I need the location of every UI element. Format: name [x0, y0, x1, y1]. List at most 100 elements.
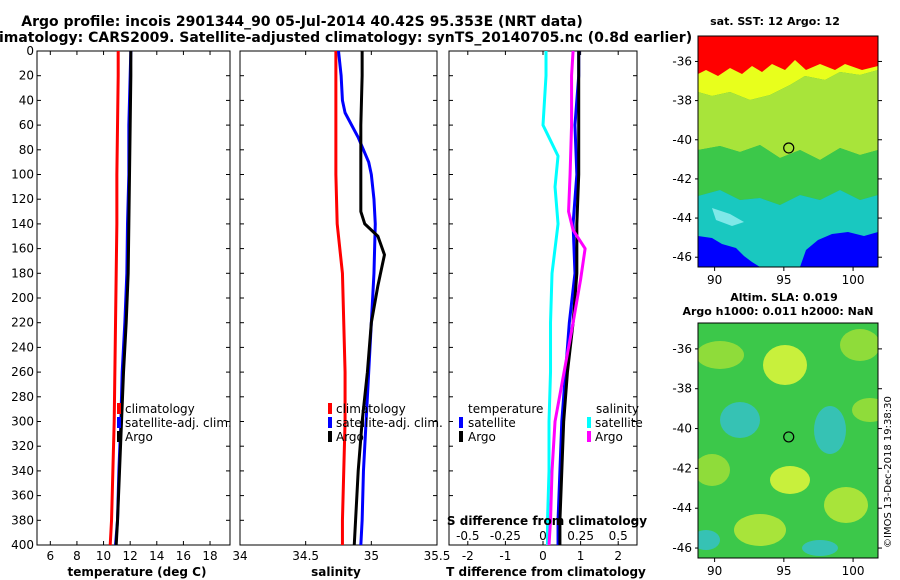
legend-label-satellite-adj: satellite-adj. clim. [125, 416, 232, 430]
temperature-legend: climatology satellite-adj. clim. Argo [117, 402, 232, 444]
series-line-t-satellite [556, 51, 581, 545]
map-x-tick-label: 95 [776, 273, 791, 287]
top-x-tick-label: -0.25 [490, 529, 521, 543]
map-x-tick-label: 100 [842, 564, 865, 578]
legend-label-s-satellite: satellite [595, 416, 643, 430]
y-tick-label: 60 [19, 118, 34, 132]
map-y-tick-label: -46 [672, 541, 692, 555]
series-line-satellite-adj-clim- [337, 50, 377, 546]
legend-label-climatology: climatology [336, 402, 406, 416]
series-line-s-argo [547, 50, 587, 546]
figure-title-line2: Climatology: CARS2009. Satellite-adjuste… [0, 30, 692, 46]
top-x-tick-label: 0.25 [567, 529, 594, 543]
difference-axes-frame [448, 50, 638, 546]
x-tick-label: 34.5 [292, 549, 319, 563]
top-x-tick-label: 0 [539, 529, 547, 543]
temperature-xlabel: temperature (deg C) [68, 565, 207, 579]
series-line-climatology [108, 51, 120, 546]
y-tick-label: 360 [11, 489, 34, 503]
map-x-tick-label: 90 [707, 273, 722, 287]
salinity-legend: climatology satellite-adj. clim. Argo [328, 402, 443, 444]
series-line-argo [352, 51, 386, 546]
sla-map-title-line2: Argo h1000: 0.011 h2000: NaN [682, 305, 873, 318]
y-tick-label: 100 [11, 168, 34, 182]
map-y-tick-label: -42 [672, 172, 692, 186]
sst-map-panel: sat. SST: 12 Argo: 12 90 95 100 -36 -38 -40 -4… [672, 15, 882, 287]
x-tick-label: 18 [202, 549, 217, 563]
y-tick-label: 0 [26, 44, 34, 58]
legend-label-t-satellite: satellite [468, 416, 516, 430]
x-tick-label: 2 [614, 549, 622, 563]
legend-swatch-satellite-adj [117, 417, 121, 428]
legend-title-temperature: temperature [468, 402, 543, 416]
legend-label-climatology: climatology [125, 402, 195, 416]
x-tick-label: 12 [123, 549, 138, 563]
difference-panel: -2 -1 0 1 2 -0.5 -0.25 0 0.25 0.5 temperature sat… [446, 50, 647, 579]
y-tick-label: 140 [11, 217, 34, 231]
x-tick-label: 16 [176, 549, 191, 563]
legend-swatch-climatology [117, 403, 121, 414]
sst-argo-location-marker [783, 142, 795, 154]
y-tick-label: 200 [11, 291, 34, 305]
map-y-tick-label: -36 [672, 54, 692, 68]
y-tick-label: 240 [11, 340, 34, 354]
legend-swatch-s-argo [587, 431, 591, 442]
sst-map-frame [697, 35, 879, 268]
x-tick-label: 34 [232, 549, 247, 563]
legend-swatch-s-satellite [587, 417, 591, 428]
y-tick-label: 20 [19, 69, 34, 83]
map-x-tick-label: 90 [707, 564, 722, 578]
legend-label-s-argo: Argo [595, 430, 623, 444]
credit-text: ©IMOS 13-Dec-2018 19:38:30 [883, 396, 894, 548]
map-y-tick-label: -46 [672, 250, 692, 264]
y-tick-label: 260 [11, 365, 34, 379]
map-y-tick-label: -44 [672, 501, 692, 515]
y-tick-label: 300 [11, 415, 34, 429]
figure-title-line1: Argo profile: incois 2901344_90 05-Jul-2… [21, 14, 583, 30]
sla-map-title-line1: Altim. SLA: 0.019 [730, 291, 837, 304]
legend-label-argo: Argo [125, 430, 153, 444]
y-tick-label: 180 [11, 266, 34, 280]
y-tick-label: 40 [19, 93, 34, 107]
y-tick-label: 160 [11, 242, 34, 256]
legend-label-argo: Argo [336, 430, 364, 444]
x-tick-label: -1 [499, 549, 511, 563]
sla-argo-location-marker [783, 431, 795, 443]
legend-swatch-t-argo [459, 431, 463, 442]
legend-swatch-climatology [328, 403, 332, 414]
legend-swatch-satellite-adj [328, 417, 332, 428]
legend-label-satellite-adj: satellite-adj. clim. [336, 416, 443, 430]
x-tick-label: 10 [96, 549, 111, 563]
sla-map-field [698, 323, 878, 558]
map-x-tick-label: 100 [842, 273, 865, 287]
map-y-tick-label: -40 [672, 422, 692, 436]
series-line-t-argo [558, 51, 581, 545]
salinity-panel: 34 34.5 35 35.5 climatology satellite-adj. … [232, 50, 451, 579]
y-tick-label: 120 [11, 192, 34, 206]
x-tick-label: 8 [73, 549, 81, 563]
legend-title-salinity: salinity [596, 402, 639, 416]
legend-label-t-argo: Argo [468, 430, 496, 444]
legend-swatch-argo [328, 431, 332, 442]
map-y-tick-label: -38 [672, 382, 692, 396]
sst-map-title: sat. SST: 12 Argo: 12 [710, 15, 840, 28]
y-tick-label: 340 [11, 464, 34, 478]
x-tick-label: 0 [539, 549, 547, 563]
sla-map-frame [697, 322, 879, 559]
map-y-tick-label: -44 [672, 211, 692, 225]
salinity-axes-frame [239, 50, 438, 546]
difference-legend: temperature satellite Argo salinity sate… [459, 402, 643, 444]
map-y-tick-label: -42 [672, 461, 692, 475]
top-x-tick-label: 0.5 [609, 529, 628, 543]
map-y-tick-label: -36 [672, 342, 692, 356]
x-tick-label: 35 [364, 549, 379, 563]
x-tick-label: 1 [577, 549, 585, 563]
series-line-argo [114, 51, 133, 546]
x-tick-label: 35.5 [424, 549, 451, 563]
y-tick-label: 320 [11, 439, 34, 453]
difference-top-xlabel: S difference from climatology [447, 514, 647, 528]
y-tick-label: 400 [11, 538, 34, 552]
y-tick-label: 80 [19, 143, 34, 157]
sst-map-field [698, 36, 878, 267]
